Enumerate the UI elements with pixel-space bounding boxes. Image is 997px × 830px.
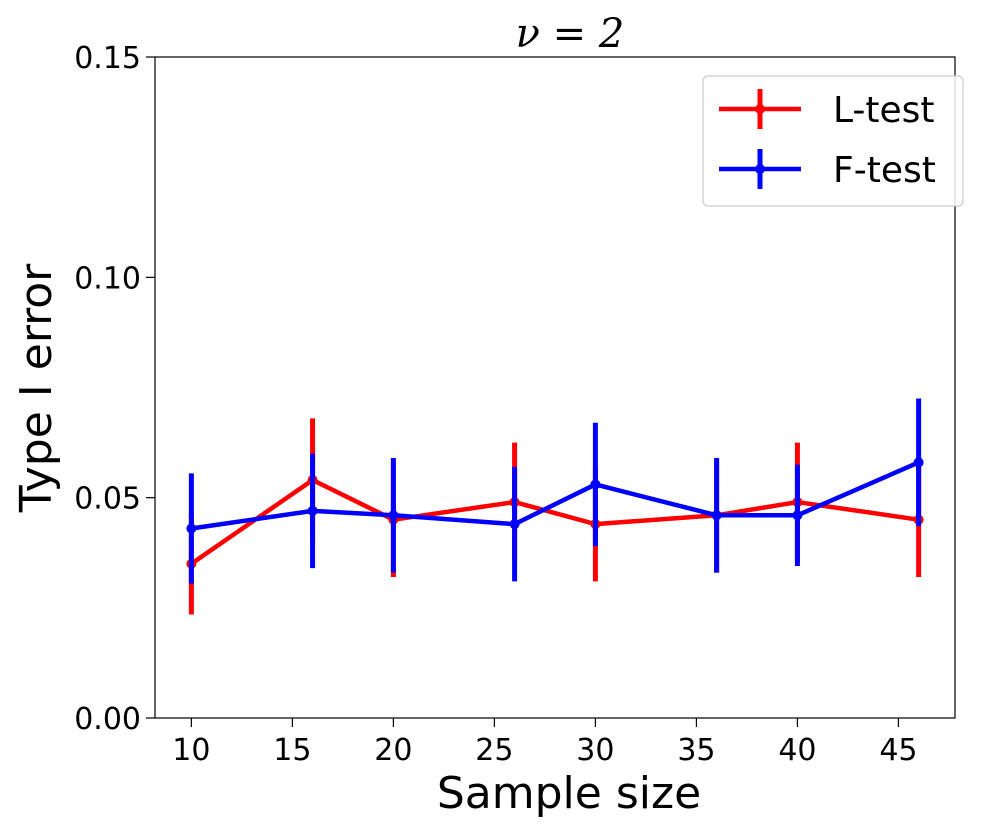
x-tick-label: 20 bbox=[374, 733, 412, 768]
y-tick-label: 0.10 bbox=[74, 261, 141, 296]
x-tick-label: 10 bbox=[172, 733, 210, 768]
y-axis-label: Type I error bbox=[11, 263, 62, 513]
y-tick-label: 0.00 bbox=[74, 702, 141, 737]
data-point bbox=[711, 510, 722, 521]
x-tick-label: 30 bbox=[576, 733, 614, 768]
legend-label: L-test bbox=[833, 90, 935, 131]
series-line bbox=[189, 460, 921, 531]
plot-content bbox=[186, 398, 924, 615]
x-tick-label: 45 bbox=[879, 733, 917, 768]
legend-item-f-test: F-test bbox=[719, 149, 936, 191]
x-tick-label: 40 bbox=[778, 733, 816, 768]
series-f-test bbox=[186, 398, 924, 584]
data-point bbox=[590, 479, 601, 490]
legend-item-l-test: L-test bbox=[719, 89, 935, 131]
x-axis-label: Sample size bbox=[437, 768, 701, 819]
series-line bbox=[189, 477, 921, 567]
legend-marker bbox=[755, 164, 765, 174]
series-l-test bbox=[186, 418, 924, 615]
x-tick-label: 25 bbox=[475, 733, 513, 768]
data-point bbox=[913, 457, 924, 468]
data-point bbox=[388, 510, 399, 521]
chart-title: ν = 2 bbox=[516, 11, 625, 57]
data-point bbox=[186, 523, 197, 534]
legend: L-test F-test bbox=[702, 75, 964, 207]
y-tick-label: 0.15 bbox=[74, 41, 141, 76]
legend-marker bbox=[755, 104, 765, 114]
data-point bbox=[792, 510, 803, 521]
x-axis-ticks: 10 15 20 25 30 35 40 45 bbox=[172, 718, 918, 768]
y-tick-label: 0.05 bbox=[74, 482, 141, 517]
plot-frame bbox=[154, 56, 956, 719]
data-point bbox=[509, 519, 520, 530]
legend-label: F-test bbox=[833, 150, 936, 191]
x-tick-label: 35 bbox=[677, 733, 715, 768]
data-point bbox=[307, 505, 318, 516]
x-tick-label: 15 bbox=[273, 733, 311, 768]
y-axis-ticks: 0.00 0.05 0.10 0.15 bbox=[74, 41, 155, 737]
